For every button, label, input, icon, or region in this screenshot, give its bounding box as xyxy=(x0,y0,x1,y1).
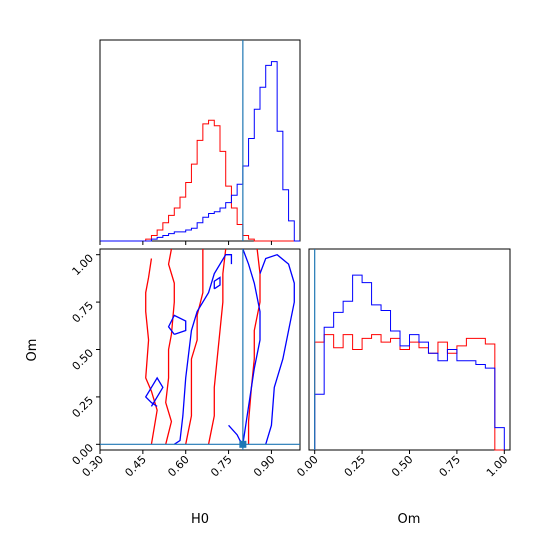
contour-series_a-3 xyxy=(207,249,227,445)
contour-series_a-0 xyxy=(145,258,158,445)
h0-histogram-frame xyxy=(99,39,301,242)
h0-tick-label: 0.75 xyxy=(208,453,235,480)
h0-histogram-blue xyxy=(100,61,300,242)
contour-series_a-1 xyxy=(165,249,175,445)
om-histogram-blue xyxy=(314,274,505,450)
h0-tick-label: 0.60 xyxy=(165,453,192,480)
om-tick-label: 0.50 xyxy=(389,453,416,480)
om-tick-label: 0.25 xyxy=(342,453,369,480)
om-histogram-red xyxy=(314,334,505,451)
om-tick-label: 1.00 xyxy=(484,453,511,480)
y-axis-label-om: Om xyxy=(25,339,40,362)
om-tick-label: 0.00 xyxy=(294,453,321,480)
h0-histogram-red xyxy=(100,119,300,242)
om-tick-label: 0.75 xyxy=(437,453,464,480)
contour-series_b-2 xyxy=(167,314,187,335)
contour-frame xyxy=(99,248,301,451)
truth-point xyxy=(239,440,247,448)
x-axis-label-h0: H0 xyxy=(191,512,209,527)
contour-series_b-0 xyxy=(173,254,233,445)
contour-series_b-4 xyxy=(259,253,295,445)
h0-tick-label: 0.45 xyxy=(122,453,149,480)
contour-series_a-2 xyxy=(185,249,204,445)
om-y-tick-label: 0.75 xyxy=(70,299,97,326)
om-histogram-panel: 0.00 0.25 0.50 0.75 1.00 xyxy=(294,248,511,480)
x-axis-label-om: Om xyxy=(398,512,421,527)
om-y-tick-label: 1.00 xyxy=(70,252,97,279)
contour-series_a-4 xyxy=(247,249,261,445)
h0-tick-label: 0.90 xyxy=(251,453,278,480)
om-y-tick-label: 0.25 xyxy=(70,394,97,421)
om-y-tick-label: 0.50 xyxy=(70,346,97,373)
contour-panel: 0.30 0.45 0.60 0.75 0.90 0.000.250.500.751.0… xyxy=(70,248,301,480)
contour-series_b-1 xyxy=(144,376,164,407)
contour-series_b-5 xyxy=(242,249,261,445)
contour-series_b-3 xyxy=(213,276,221,290)
h0-histogram-panel xyxy=(99,39,301,245)
